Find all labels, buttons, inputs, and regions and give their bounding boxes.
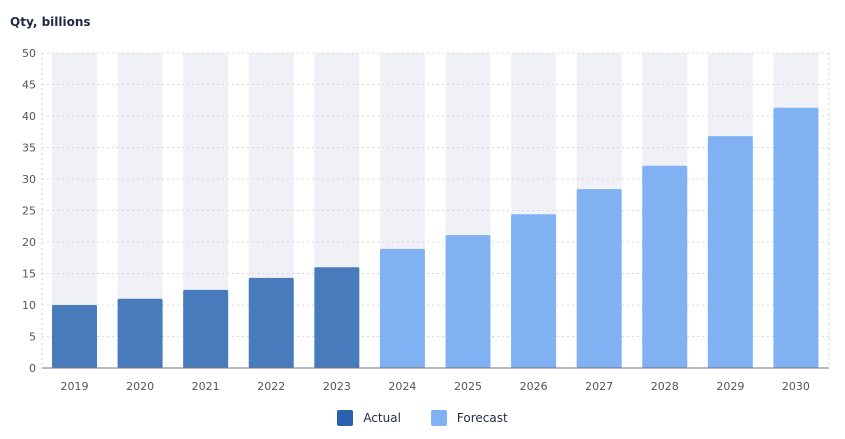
y-tick-label: 35 [22, 142, 36, 155]
x-tick-label: 2027 [585, 380, 613, 393]
bar-2025 [445, 235, 491, 368]
y-tick-label: 15 [22, 268, 36, 281]
y-tick-label: 40 [22, 110, 36, 123]
x-tick-label: 2029 [716, 380, 744, 393]
legend: Actual Forecast [0, 410, 845, 426]
x-tick-label: 2025 [454, 380, 482, 393]
bar-2028 [642, 165, 688, 368]
y-tick-label: 20 [22, 236, 36, 249]
x-tick-label: 2028 [651, 380, 679, 393]
bar-2026 [511, 214, 557, 368]
y-tick-label: 10 [22, 299, 36, 312]
legend-swatch-actual [337, 410, 354, 426]
x-tick-label: 2024 [388, 380, 416, 393]
x-tick-label: 2022 [257, 380, 285, 393]
x-tick-label: 2030 [782, 380, 810, 393]
bar-2022 [248, 277, 294, 368]
y-tick-label: 45 [22, 79, 36, 92]
x-tick-label: 2026 [520, 380, 548, 393]
y-tick-label: 5 [29, 331, 36, 344]
legend-swatch-forecast [430, 410, 447, 426]
bar-2029 [707, 136, 753, 368]
y-tick-label: 25 [22, 205, 36, 218]
legend-label-forecast: Forecast [456, 411, 508, 425]
bar-2019 [52, 305, 97, 368]
bar-2030 [773, 107, 819, 368]
y-tick-label: 50 [22, 47, 36, 60]
x-tick-label: 2023 [323, 380, 351, 393]
y-tick-label: 0 [29, 362, 36, 375]
bar-2027 [576, 189, 622, 368]
bar-2024 [379, 248, 425, 368]
bar-2020 [117, 298, 163, 368]
bar-2021 [183, 289, 229, 368]
legend-item-forecast[interactable]: Forecast [430, 410, 508, 426]
bar-2023 [314, 267, 360, 368]
y-axis-label: Qty, billions [10, 15, 91, 29]
legend-item-actual[interactable]: Actual [337, 410, 401, 426]
x-tick-label: 2021 [192, 380, 220, 393]
legend-label-actual: Actual [363, 411, 401, 425]
x-tick-label: 2020 [126, 380, 154, 393]
x-tick-label: 2019 [61, 380, 89, 393]
y-tick-label: 30 [22, 173, 36, 186]
